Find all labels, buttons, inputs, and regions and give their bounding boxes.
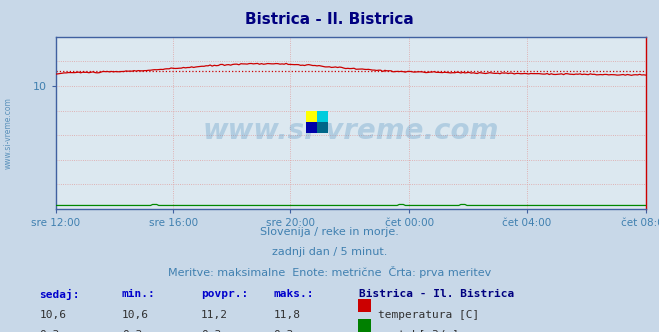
Text: www.si-vreme.com: www.si-vreme.com (3, 97, 13, 169)
Text: maks.:: maks.: (273, 289, 314, 299)
Text: 11,8: 11,8 (273, 310, 301, 320)
Text: Bistrica - Il. Bistrica: Bistrica - Il. Bistrica (245, 12, 414, 27)
Text: 0,3: 0,3 (40, 330, 60, 332)
Text: zadnji dan / 5 minut.: zadnji dan / 5 minut. (272, 247, 387, 257)
Text: 0,3: 0,3 (273, 330, 294, 332)
Text: 0,3: 0,3 (201, 330, 221, 332)
Text: 10,6: 10,6 (122, 310, 149, 320)
Text: www.si-vreme.com: www.si-vreme.com (203, 118, 499, 145)
Text: temperatura [C]: temperatura [C] (378, 310, 479, 320)
Text: povpr.:: povpr.: (201, 289, 248, 299)
Text: min.:: min.: (122, 289, 156, 299)
Text: 10,6: 10,6 (40, 310, 67, 320)
Text: Bistrica - Il. Bistrica: Bistrica - Il. Bistrica (359, 289, 515, 299)
Text: Slovenija / reke in morje.: Slovenija / reke in morje. (260, 227, 399, 237)
Text: sedaj:: sedaj: (40, 289, 80, 300)
Text: pretok[m3/s]: pretok[m3/s] (378, 330, 459, 332)
Text: 0,3: 0,3 (122, 330, 142, 332)
Text: Meritve: maksimalne  Enote: metrične  Črta: prva meritev: Meritve: maksimalne Enote: metrične Črta… (168, 266, 491, 278)
Text: 11,2: 11,2 (201, 310, 228, 320)
